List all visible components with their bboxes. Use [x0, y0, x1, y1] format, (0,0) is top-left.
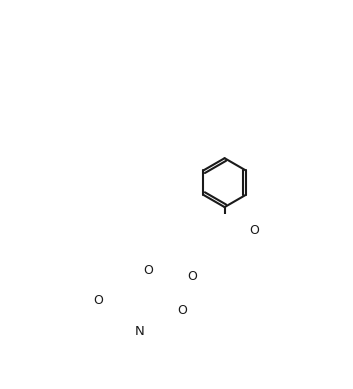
Text: O: O	[93, 294, 103, 307]
Text: O: O	[250, 224, 259, 237]
Text: N: N	[135, 324, 145, 338]
Text: O: O	[187, 270, 197, 283]
Text: N: N	[135, 324, 145, 338]
Text: O: O	[177, 305, 187, 317]
Text: O: O	[144, 264, 154, 277]
